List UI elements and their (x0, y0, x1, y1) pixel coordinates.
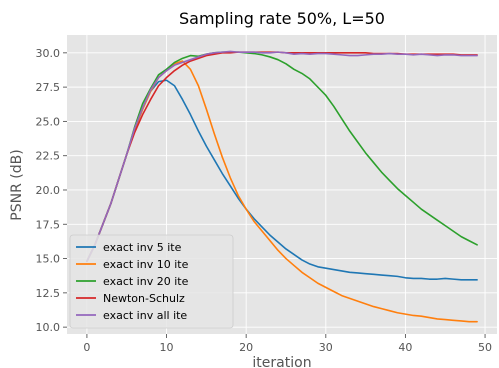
chart-title: Sampling rate 50%, L=50 (179, 9, 385, 28)
y-tick-label: 20.0 (36, 184, 61, 197)
y-tick-label: 15.0 (36, 253, 61, 266)
y-tick-label: 25.0 (36, 115, 61, 128)
y-tick-label: 10.0 (36, 321, 61, 334)
y-tick-label: 27.5 (36, 81, 61, 94)
x-axis-label: iteration (252, 355, 311, 368)
legend-box (69, 234, 234, 329)
y-axis-label: PSNR (dB) (9, 149, 25, 220)
legend: exact inv 5 ite exact inv 10 ite exact inv… (69, 234, 234, 329)
x-tick-label: 30 (319, 341, 333, 354)
x-tick-label: 50 (478, 341, 492, 354)
x-tick-label: 10 (160, 341, 174, 354)
series-line-exact-inv-all-ite (86, 50, 478, 263)
y-tick-label: 17.5 (36, 218, 61, 231)
y-tick-label: 30.0 (36, 47, 61, 60)
legend-label: exact inv 10 ite (103, 258, 189, 271)
legend-label: exact inv 5 ite (103, 241, 182, 254)
y-tick-label: 12.5 (36, 287, 61, 300)
legend-label: Newton-Schulz (103, 292, 185, 305)
legend-label: exact inv all ite (103, 309, 187, 322)
x-tick-label: 40 (398, 341, 412, 354)
legend-label: exact inv 20 ite (103, 275, 189, 288)
y-tick-label: 22.5 (36, 150, 61, 163)
x-tick-label: 20 (239, 341, 253, 354)
x-tick-label: 0 (83, 341, 90, 354)
series-line-exact-inv-20-ite (86, 51, 478, 263)
